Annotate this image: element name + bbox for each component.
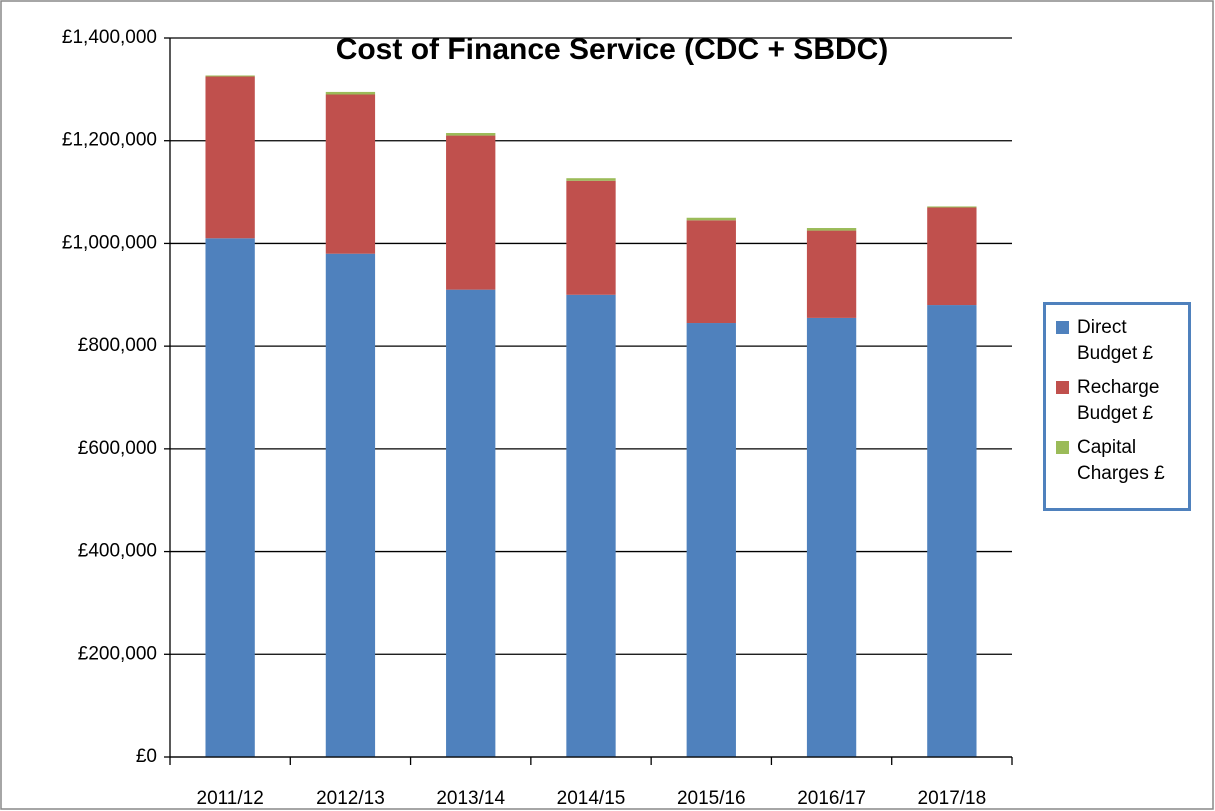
bar-segment [806, 230, 857, 318]
y-tick-label: £200,000 [78, 643, 157, 664]
legend-swatch [1056, 441, 1069, 454]
bar-segment [927, 207, 977, 306]
bar-segment [806, 228, 857, 231]
legend-label: Direct Budget £ [1077, 317, 1154, 364]
legend-label: Capital Charges £ [1077, 437, 1165, 484]
bar-segment [806, 317, 857, 757]
y-tick-label: £1,000,000 [62, 232, 157, 253]
x-tick-label: 2013/14 [436, 788, 505, 809]
legend: Direct Budget £ Recharge Budget £ Capital … [1043, 302, 1191, 511]
y-tick-label: £0 [136, 746, 157, 767]
legend-swatch [1056, 321, 1069, 334]
bar-segment [927, 206, 977, 208]
bar-segment [205, 75, 255, 77]
legend-item: Capital Charges £ [1052, 435, 1182, 487]
bar-segment [205, 238, 255, 758]
y-tick-label: £400,000 [78, 541, 157, 562]
legend-label: Recharge Budget £ [1077, 377, 1160, 424]
x-tick-label: 2011/12 [197, 788, 264, 809]
bar-segment [205, 76, 255, 239]
x-tick-label: 2012/13 [316, 788, 385, 809]
y-tick-label: £800,000 [78, 335, 157, 356]
bar-segment [446, 289, 496, 757]
bar-segment [927, 305, 977, 757]
bar-segment [686, 220, 736, 324]
x-tick-label: 2016/17 [797, 788, 866, 809]
bar-segment [566, 178, 616, 181]
x-tick-label: 2015/16 [677, 788, 746, 809]
y-tick-label: £1,400,000 [62, 27, 157, 48]
bar-segment [446, 135, 496, 290]
y-tick-label: £600,000 [78, 438, 157, 459]
legend-swatch [1056, 381, 1069, 394]
legend-item: Recharge Budget £ [1052, 375, 1182, 427]
x-tick-label: 2017/18 [918, 788, 987, 809]
bar-segment [566, 180, 616, 295]
legend-item: Direct Budget £ [1052, 315, 1182, 367]
bar-segment [325, 91, 376, 95]
bar-segment [446, 133, 496, 136]
bar-segment [566, 294, 616, 757]
bar-segment [686, 323, 736, 757]
bar-segment [325, 94, 376, 254]
chart-title: Cost of Finance Service (CDC + SBDC) [336, 33, 889, 66]
y-tick-label: £1,200,000 [62, 130, 157, 151]
bar-segment [325, 253, 376, 757]
bar-segment [686, 217, 736, 221]
x-tick-label: 2014/15 [557, 788, 626, 809]
